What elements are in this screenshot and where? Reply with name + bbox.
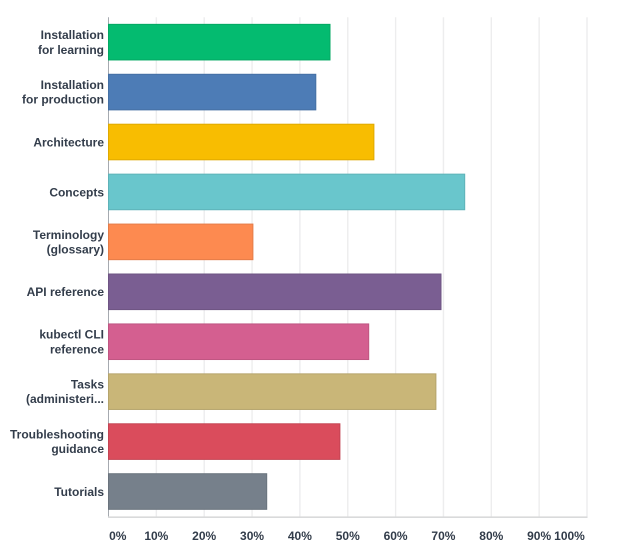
svg-text:40%: 40% <box>288 529 312 543</box>
svg-text:kubectl CLI: kubectl CLI <box>39 328 104 342</box>
svg-text:Tutorials: Tutorials <box>54 485 104 499</box>
svg-text:for production: for production <box>22 93 104 107</box>
svg-text:Installation: Installation <box>41 78 104 92</box>
svg-text:for learning: for learning <box>38 43 104 57</box>
svg-text:0%: 0% <box>109 529 127 543</box>
svg-text:guidance: guidance <box>51 442 104 456</box>
svg-text:Architecture: Architecture <box>33 135 104 149</box>
svg-text:10%: 10% <box>144 529 168 543</box>
svg-text:50%: 50% <box>336 529 360 543</box>
svg-text:70%: 70% <box>431 529 455 543</box>
svg-text:20%: 20% <box>192 529 216 543</box>
svg-text:Tasks: Tasks <box>71 378 104 392</box>
svg-text:Terminology: Terminology <box>33 228 104 242</box>
svg-text:(glossary): (glossary) <box>47 242 104 256</box>
svg-text:(administeri...: (administeri... <box>26 392 104 406</box>
svg-text:30%: 30% <box>240 529 264 543</box>
svg-text:API reference: API reference <box>27 285 105 299</box>
svg-text:Troubleshooting: Troubleshooting <box>10 428 104 442</box>
svg-text:Concepts: Concepts <box>49 185 104 199</box>
svg-text:Installation: Installation <box>41 28 104 42</box>
svg-text:reference: reference <box>50 342 104 356</box>
svg-text:60%: 60% <box>384 529 408 543</box>
svg-text:100%: 100% <box>554 529 585 543</box>
svg-text:80%: 80% <box>479 529 503 543</box>
svg-text:90%: 90% <box>527 529 551 543</box>
